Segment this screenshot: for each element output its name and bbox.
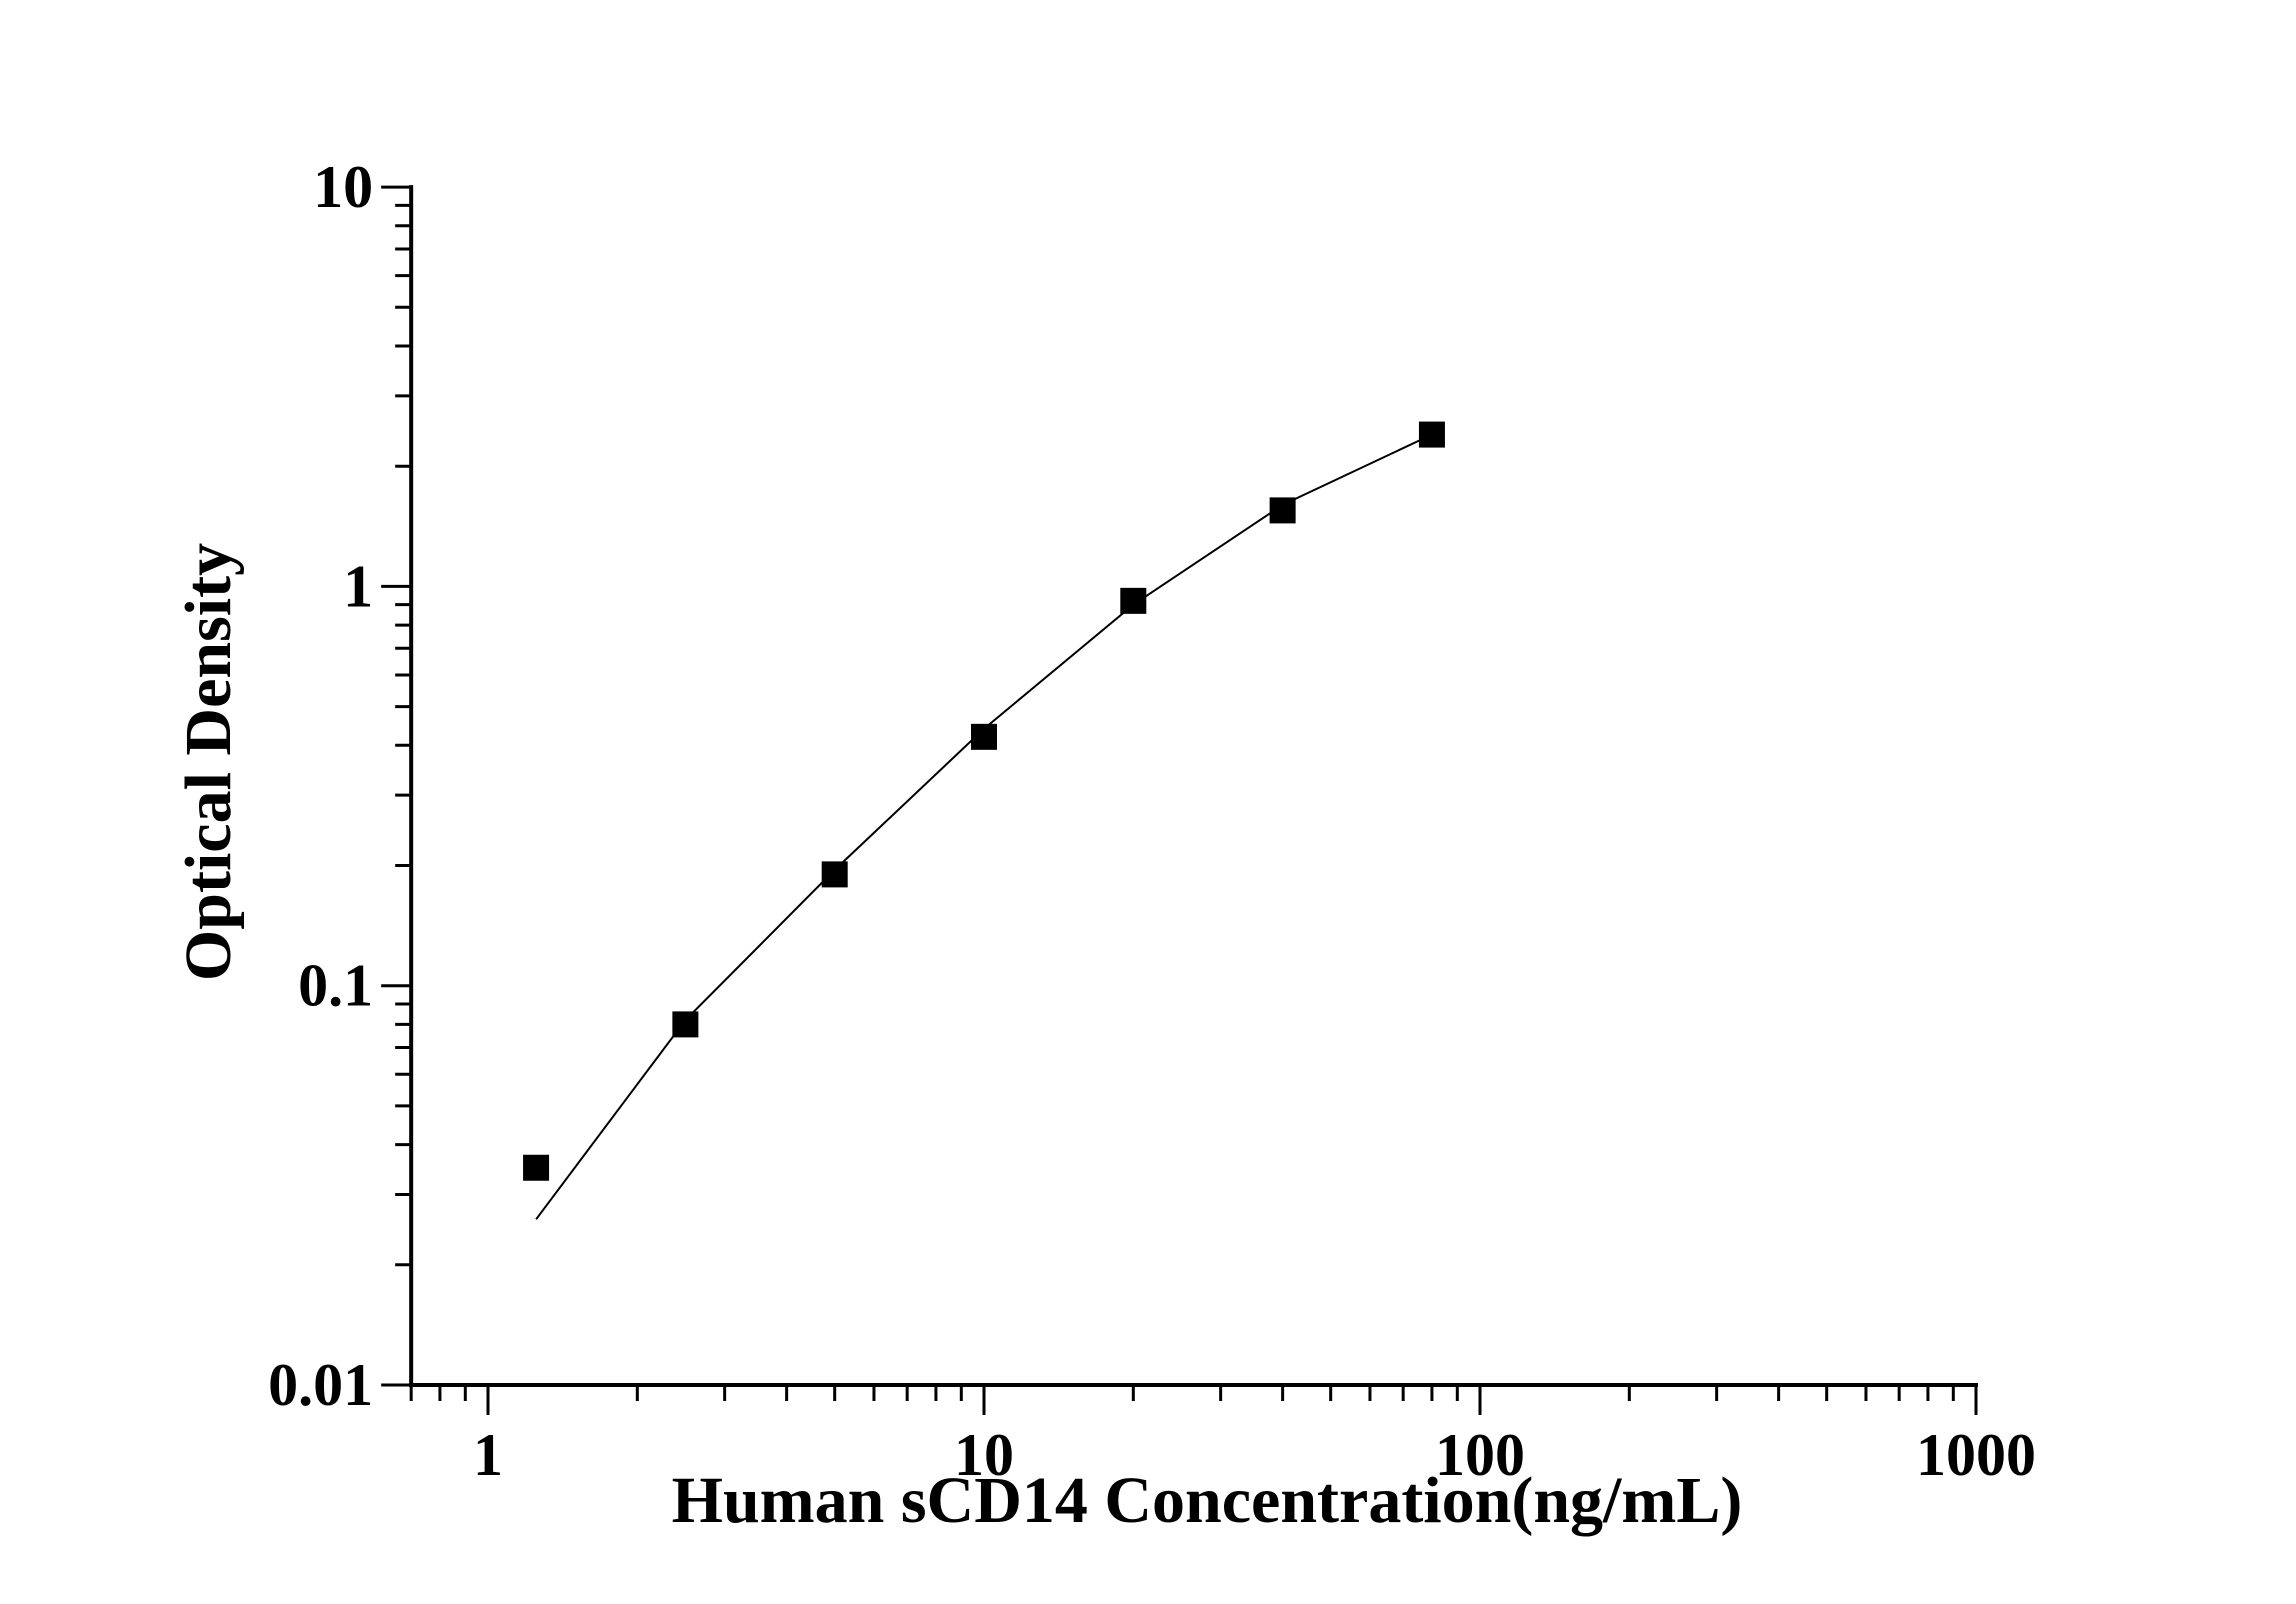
data-point xyxy=(971,723,997,750)
x-tick-label: 1 xyxy=(473,1422,503,1488)
data-point xyxy=(672,1011,699,1038)
fit-curve xyxy=(535,433,1433,1220)
x-axis-title: Human sCD14 Concentration(ng/mL) xyxy=(672,1464,1743,1537)
y-axis-title: Optical Density xyxy=(172,543,245,981)
data-point xyxy=(1418,421,1445,448)
data-point xyxy=(1120,587,1147,614)
data-point xyxy=(523,1154,550,1181)
y-tick-label: 10 xyxy=(313,154,373,220)
axes xyxy=(381,185,1978,1415)
y-tick-label: 0.01 xyxy=(268,1352,373,1418)
y-tick-label: 0.1 xyxy=(298,953,373,1019)
x-tick-label: 100 xyxy=(1435,1422,1525,1488)
x-tick-label: 10 xyxy=(954,1422,1014,1488)
x-tick-label: 1000 xyxy=(1916,1422,2036,1488)
plot-area xyxy=(523,421,1445,1220)
data-point xyxy=(1269,497,1296,524)
y-tick-label: 1 xyxy=(343,553,373,619)
tick-labels: 1 10 100 1000 0.01 0.1 1 10 xyxy=(268,154,2036,1488)
data-point xyxy=(821,861,848,888)
